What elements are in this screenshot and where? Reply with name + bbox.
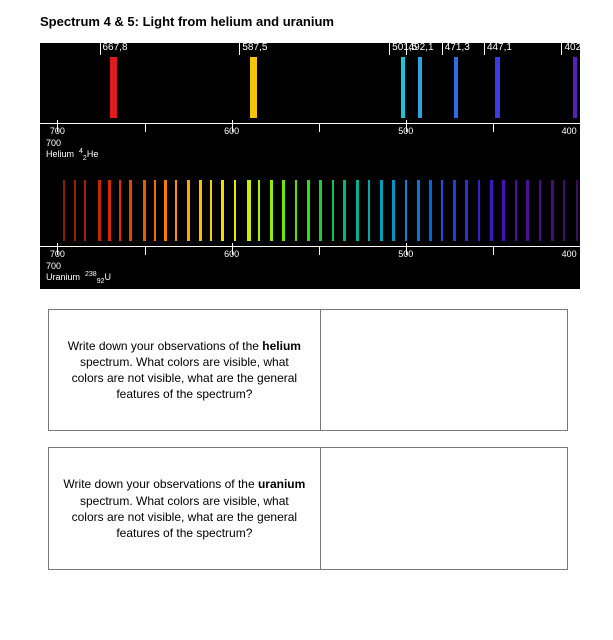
spectral-line [98,180,101,241]
uranium-panel: 700 600 500 400 [40,166,580,261]
uranium-element-label: 700Uranium 23892U [40,261,580,289]
spectral-line [143,180,146,241]
helium-answer-cell[interactable] [320,309,567,431]
spectral-line [332,180,334,241]
axis-tick-label: 500 [398,249,413,259]
spectral-line [119,180,121,241]
spectral-line [295,180,297,241]
spectral-line [84,180,86,241]
spectral-line [502,180,505,241]
spectral-line [417,180,420,241]
wavelength-label: 492,1 [406,43,434,55]
spectral-line [495,57,500,118]
spectral-line [418,57,422,118]
spectral-line [515,180,517,241]
spectral-line [368,180,370,241]
spectral-line [573,57,577,118]
spectral-line [319,180,322,241]
spectral-line [307,180,310,241]
spectral-line [210,180,212,241]
uranium-axis-labels: 700 600 500 400 [40,247,580,259]
axis-tick-label: 400 [562,249,577,259]
spectra-container: 667,8587,5501,5492,1471,3447,1402,6 7006… [40,43,580,289]
spectral-line [63,180,65,241]
axis-tick-label: 600 [224,249,239,259]
uranium-top-spacer [40,166,580,180]
uranium-question-table: Write down your observations of the uran… [48,447,568,570]
spectral-line [392,180,395,241]
spectral-line [175,180,177,241]
spectral-line [380,180,383,241]
spectral-line [129,180,132,241]
spectral-line [401,57,405,118]
spectral-line [187,180,190,241]
spectral-line [441,180,443,241]
uranium-lines [40,180,580,241]
page-title: Spectrum 4 & 5: Light from helium and ur… [40,14,583,29]
uranium-answer-cell[interactable] [320,448,567,570]
spectral-line [270,180,273,241]
spectral-line [247,180,251,241]
helium-question-table: Write down your observations of the heli… [48,309,568,432]
uranium-question-cell: Write down your observations of the uran… [49,448,321,570]
spectral-line [526,180,529,241]
spectral-line [465,180,468,241]
spectral-line [551,180,554,241]
spectral-line [539,180,541,241]
axis-tick-label: 400 [562,126,577,136]
spectral-line [74,180,76,241]
spectral-line [576,180,578,241]
helium-axis-labels: 700 600 500 400 [40,124,580,136]
spectral-line [258,180,260,241]
spectral-line [429,180,432,241]
spectral-line [478,180,480,241]
spectral-line [453,180,456,241]
wavelength-label: 402,6 [561,43,589,55]
wavelength-label: 471,3 [442,43,470,55]
helium-question-cell: Write down your observations of the heli… [49,309,321,431]
helium-lines [40,57,580,118]
spectral-line [164,180,167,241]
wavelength-label: 447,1 [484,43,512,55]
spectral-line [563,180,565,241]
wavelength-label: 667,8 [99,43,127,55]
axis-tick-label: 500 [398,126,413,136]
spectral-line [108,180,111,241]
spectral-line [199,180,202,241]
wavelength-label: 587,5 [239,43,267,55]
spectral-line [234,180,236,241]
spectral-line [250,57,257,118]
helium-panel: 667,8587,5501,5492,1471,3447,1402,6 7006… [40,43,580,138]
helium-wavelength-labels: 667,8587,5501,5492,1471,3447,1402,6 [40,43,580,57]
spectral-line [356,180,359,241]
spectral-line [221,180,224,241]
spectral-line [154,180,156,241]
axis-tick-label: 600 [224,126,239,136]
axis-tick-label: 700 [50,126,65,136]
spectral-line [405,180,407,241]
spectral-line [454,57,458,118]
spectral-line [110,57,117,118]
spectral-line [343,180,346,241]
helium-element-label: 700Helium 42He [40,138,580,166]
spectral-line [490,180,493,241]
spectral-line [282,180,285,241]
axis-tick-label: 700 [50,249,65,259]
